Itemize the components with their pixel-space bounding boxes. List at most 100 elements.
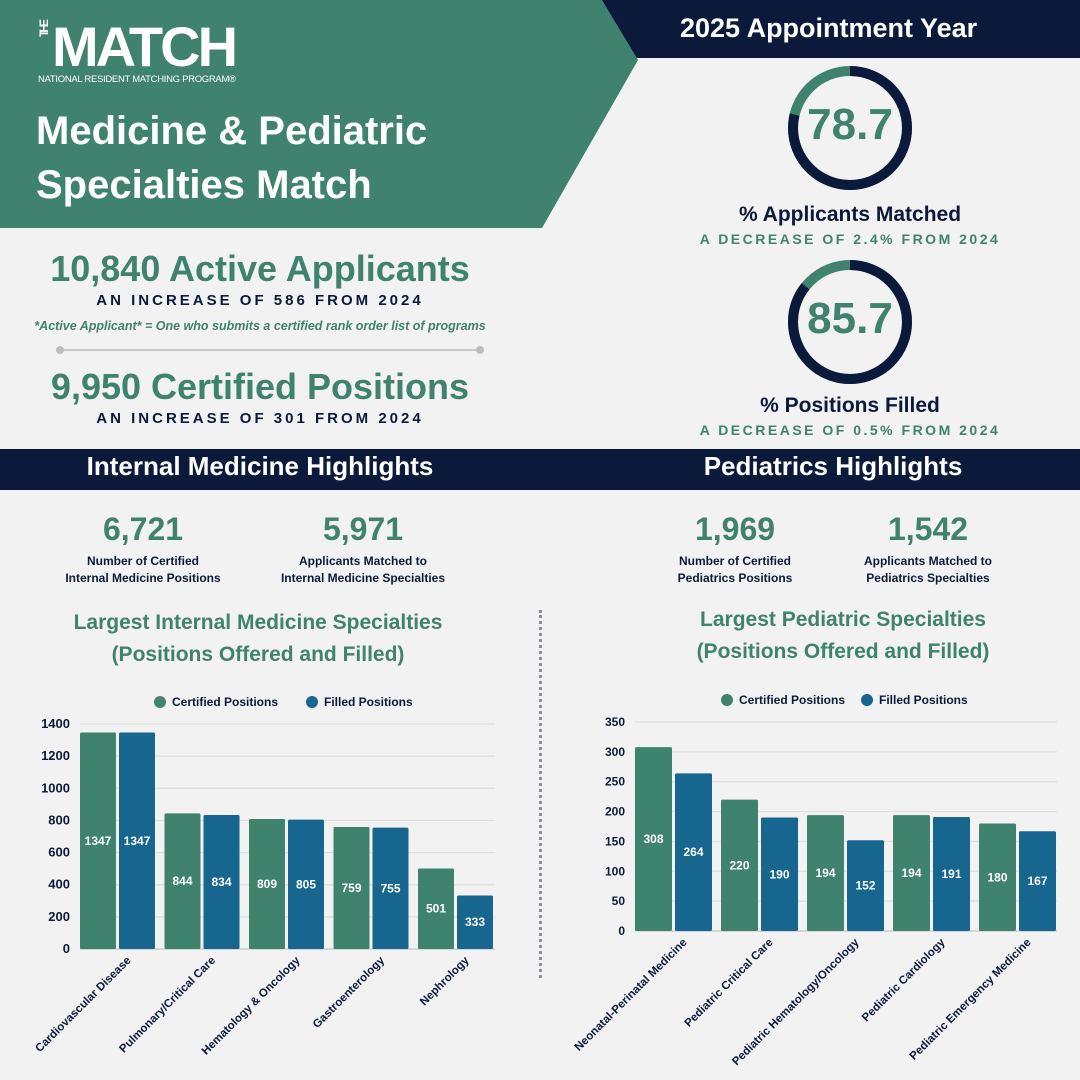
bar-certified	[249, 818, 285, 949]
divider	[56, 346, 484, 354]
peds-heading: Pediatrics Highlights	[703, 451, 963, 481]
y-tick-label: 50	[612, 894, 626, 908]
x-tick-label: Neonatal-Perinatal Medicine	[573, 937, 690, 1054]
bar-value-label: 834	[211, 875, 231, 889]
bar-filled	[675, 773, 712, 931]
y-tick-label: 150	[605, 834, 625, 848]
logo-match: MATCH	[52, 15, 238, 78]
peds-matched-value: 1,542	[887, 511, 969, 547]
y-tick-label: 0	[63, 941, 70, 956]
ring-label-applicants: % Applicants Matched	[738, 203, 962, 226]
title-line-1: Medicine & Pediatric	[36, 109, 428, 153]
y-tick-label: 300	[605, 745, 625, 759]
bar-certified	[635, 747, 672, 931]
x-tick-label: Pediatric Cardiology	[860, 936, 948, 1024]
ring-positions-filled	[788, 260, 912, 384]
x-tick-label: Cardiovascular Disease	[33, 955, 133, 1055]
ring-value-applicants: 78.7	[807, 100, 893, 149]
legend-label: Certified Positions	[739, 693, 845, 707]
bar-value-label: 1347	[85, 834, 112, 848]
bar-value-label: 333	[465, 915, 485, 929]
bar-certified	[807, 815, 844, 931]
certified-positions: 9,950 Certified Positions	[50, 366, 470, 407]
applicants-change: AN INCREASE OF 586 FROM 2024	[96, 292, 424, 309]
bar-value-label: 755	[380, 881, 400, 895]
legend-swatch-certified	[154, 696, 166, 708]
im-certified-label: Number of Certified Internal Medicine Pos…	[65, 554, 221, 585]
y-tick-label: 1400	[41, 716, 70, 731]
bar-certified	[979, 823, 1016, 931]
ring-value-positions: 85.7	[807, 294, 893, 343]
peds-certified-value: 1,969	[694, 511, 776, 547]
highlights-band	[0, 449, 1080, 490]
hero-bg	[0, 0, 638, 228]
x-tick-label: Nephrology	[418, 954, 472, 1008]
peds-certified-label: Number of Certified Pediatrics Positions	[677, 554, 793, 585]
ring-applicants-matched	[788, 66, 912, 190]
im-matched-value: 5,971	[322, 511, 404, 547]
legend-swatch-filled	[861, 694, 873, 706]
bar-certified	[333, 827, 370, 949]
y-tick-label: 350	[605, 715, 625, 729]
y-tick-label: 200	[605, 805, 625, 819]
peds-matched-label: Applicants Matched to Pediatrics Specialt…	[863, 554, 992, 585]
im-heading: Internal Medicine Highlights	[86, 451, 434, 481]
bar-filled	[203, 814, 240, 949]
y-tick-label: 400	[48, 877, 70, 892]
logo-subtitle: NATIONAL RESIDENT MATCHING PROGRAM®	[38, 74, 236, 85]
y-tick-label: 800	[48, 812, 70, 827]
legend-swatch-filled	[306, 696, 318, 708]
legend-label: Filled Positions	[324, 695, 413, 709]
active-applicant-note: *Active Applicant* = One who submits a c…	[34, 319, 486, 333]
im-certified-value: 6,721	[102, 511, 184, 547]
ring-change-applicants: A DECREASE OF 2.4% FROM 2024	[699, 231, 1001, 247]
bar-filled	[457, 895, 493, 949]
bar-filled	[847, 840, 884, 931]
year-band-bg	[600, 0, 1080, 58]
bar-filled	[1019, 831, 1056, 931]
bar-value-label: 264	[683, 845, 703, 859]
bar-value-label: 194	[901, 866, 921, 880]
bar-value-label: 308	[643, 832, 663, 846]
title-line-2: Specialties Match	[36, 163, 372, 207]
x-tick-label: Pediatric Critical Care	[683, 937, 776, 1030]
bar-certified	[721, 799, 758, 931]
bar-value-label: 501	[426, 902, 446, 916]
bar-value-label: 805	[296, 877, 316, 891]
im-bar-chart: 0 200 400 600 800 1000 1200 1400 Certified Posit…	[33, 695, 495, 1058]
bar-certified	[80, 732, 116, 949]
logo-the: THE	[37, 22, 51, 37]
header-shapes	[0, 0, 1080, 228]
bar-value-label: 759	[341, 881, 361, 895]
appointment-year: 2025 Appointment Year	[680, 13, 978, 43]
bar-filled	[933, 816, 970, 931]
bar-certified	[893, 815, 930, 931]
bar-value-label: 190	[769, 867, 789, 881]
legend-label: Filled Positions	[879, 693, 968, 707]
y-tick-label: 1000	[41, 780, 70, 795]
positions-change: AN INCREASE OF 301 FROM 2024	[96, 410, 424, 427]
bar-value-label: 194	[815, 866, 835, 880]
x-tick-label: Gastroenterology	[311, 954, 388, 1031]
x-tick-label: Hematology & Oncology	[200, 954, 303, 1057]
bar-value-label: 1347	[124, 834, 151, 848]
vertical-divider	[539, 610, 542, 978]
im-chart-title: Largest Internal Medicine Specialties (Po…	[73, 611, 443, 666]
bar-filled	[761, 817, 798, 931]
y-tick-label: 600	[48, 845, 70, 860]
active-applicants: 10,840 Active Applicants	[50, 248, 470, 289]
peds-bar-chart: 0 50 100 150 200 250 300 350 Certified Positions…	[573, 693, 1057, 1068]
bar-certified	[164, 813, 201, 949]
y-tick-label: 100	[605, 864, 625, 878]
bar-filled	[119, 732, 155, 949]
ring-change-positions: A DECREASE OF 0.5% FROM 2024	[699, 422, 1001, 438]
y-tick-label: 250	[605, 775, 625, 789]
bar-value-label: 220	[729, 858, 749, 872]
peds-chart-title: Largest Pediatric Specialties (Positions …	[696, 608, 990, 663]
bar-filled	[288, 819, 324, 949]
ring-label-positions: % Positions Filled	[760, 394, 940, 417]
legend-swatch-certified	[721, 694, 733, 706]
bar-value-label: 152	[855, 879, 875, 893]
page-title: Medicine & Pediatric Specialties Match	[36, 104, 427, 212]
legend-label: Certified Positions	[172, 695, 278, 709]
